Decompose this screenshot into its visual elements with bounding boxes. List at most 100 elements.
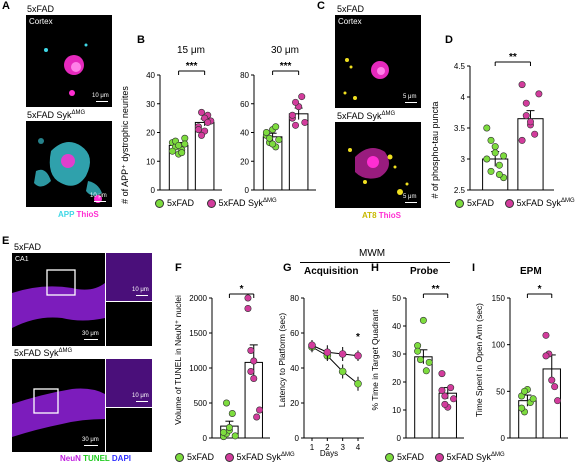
data-point (244, 294, 252, 302)
panel-a-image-top: Cortex 10 μm (26, 15, 112, 107)
significance-label: ** (432, 284, 440, 295)
data-point (438, 370, 446, 378)
y-tick-label: 500 (194, 399, 208, 408)
panel-c-image-bottom: 5 μm (335, 122, 421, 208)
chart-d: 2.5 3 3.5 4 4.5 ** (454, 52, 554, 195)
data-point (441, 400, 449, 408)
data-point (231, 432, 239, 440)
panel-f-ylabel: Volume of TUNEL in NeuN⁺ nuclei (173, 295, 183, 425)
data-point (338, 350, 347, 358)
y-tick-label: 2.5 (454, 186, 466, 195)
data-point (323, 348, 332, 357)
series-line (311, 344, 359, 357)
data-point (522, 112, 530, 120)
panel-h-title: Probe (410, 266, 439, 277)
panel-e-image-top: CA1 30 μm (12, 253, 105, 346)
y-tick-label: 10 (146, 157, 155, 166)
data-point (308, 341, 316, 350)
y-tick-label: 0 (397, 434, 402, 443)
legend-ko-label: 5xFAD Syk (516, 198, 562, 208)
data-point (414, 347, 422, 355)
data-point (292, 98, 300, 106)
chart-title: 15 μm (177, 45, 205, 56)
panel-i-letter: I (472, 262, 476, 274)
legend-sup: ΔMG (491, 452, 505, 458)
chart-f: 0 500 1000 1500 2000 * (189, 284, 270, 443)
panel-a-bottom-label: 5xFAD SykΔMG (27, 110, 85, 120)
legend-wt-label: 5xFAD (167, 198, 195, 208)
panel-g-letter: G (283, 262, 292, 274)
data-point (272, 123, 280, 131)
y-tick-label: 0 (245, 186, 250, 195)
y-tick-label: 80 (240, 71, 249, 80)
data-point (175, 141, 183, 149)
data-point (247, 347, 255, 355)
genotype-sup: ΔMG (71, 110, 86, 116)
data-point (198, 131, 206, 139)
panel-g-title: Acquisition (304, 266, 359, 277)
data-point (425, 358, 433, 366)
y-tick-label: 1500 (189, 329, 207, 338)
y-tick-label: 10 (392, 406, 401, 415)
panel-e-top-label: 5xFAD (14, 242, 42, 252)
data-point (487, 136, 495, 144)
bottom-legend-left: 5xFAD 5xFAD SykΔMG (175, 452, 295, 463)
legend-dot-wt (175, 453, 184, 463)
legend-dot-ko (224, 453, 234, 463)
data-point (266, 134, 274, 142)
channel-at8: AT8 (362, 211, 377, 220)
data-point (483, 155, 491, 163)
data-point (301, 118, 309, 126)
scale-bar (96, 101, 108, 102)
data-point (181, 134, 189, 142)
data-point (419, 316, 427, 324)
data-point (522, 99, 530, 107)
data-point (542, 331, 550, 339)
y-tick-label: 20 (240, 157, 249, 166)
panel-c-image-top-art (343, 58, 389, 100)
scale-bar (84, 339, 98, 340)
panel-a-top-label: 5xFAD (27, 4, 55, 14)
panel-b-legend: 5xFAD 5xFAD SykΔMG (155, 198, 277, 209)
scale-label: 10 μm (132, 393, 149, 399)
x-tick-label: 4 (356, 443, 361, 452)
significance-label: *** (280, 61, 292, 72)
panel-c-top-label: 5xFAD (337, 4, 365, 14)
panel-e-image-top-art (12, 269, 105, 328)
panel-a-image-bottom-art (34, 138, 102, 203)
data-point (181, 140, 189, 148)
data-point (244, 304, 252, 312)
data-point (253, 413, 261, 421)
data-point (518, 81, 526, 89)
chart-i: 0 50 100 150 * (492, 284, 568, 443)
mwm-label: MWM (359, 248, 386, 259)
data-point (483, 124, 491, 132)
chart-h: 0 10 20 30 40 50 ** (392, 284, 464, 443)
channel-neun: NeuN (60, 454, 81, 463)
legend-wt-label: 5xFAD (467, 198, 495, 208)
legend-sup: ΔMG (263, 198, 277, 204)
x-tick-label: 1 (310, 443, 315, 452)
data-point (548, 376, 556, 384)
y-tick-label: 150 (492, 294, 506, 303)
genotype-text: 5xFAD Syk (27, 110, 72, 120)
y-tick-label: 4 (461, 93, 466, 102)
scale-bar (94, 201, 106, 202)
data-point (500, 152, 508, 160)
scale-label: 10 μm (92, 93, 109, 99)
data-point (529, 395, 537, 403)
data-point (225, 424, 233, 432)
data-point (288, 111, 296, 119)
genotype-text: 5xFAD Syk (337, 111, 382, 121)
data-point (526, 118, 534, 126)
panel-d-legend: 5xFAD 5xFAD SykΔMG (455, 198, 575, 209)
significance-label: *** (186, 61, 198, 72)
channel-thios: ThioS (76, 210, 99, 219)
chart-b2: 0 20 40 60 80 *** 30 μm (240, 45, 316, 195)
data-point (354, 379, 362, 388)
panel-c-channels: AT8 ThioS (362, 211, 401, 220)
data-point (535, 90, 543, 98)
data-point (220, 428, 228, 436)
data-point (194, 126, 202, 134)
scale-label: 10 μm (132, 287, 149, 293)
